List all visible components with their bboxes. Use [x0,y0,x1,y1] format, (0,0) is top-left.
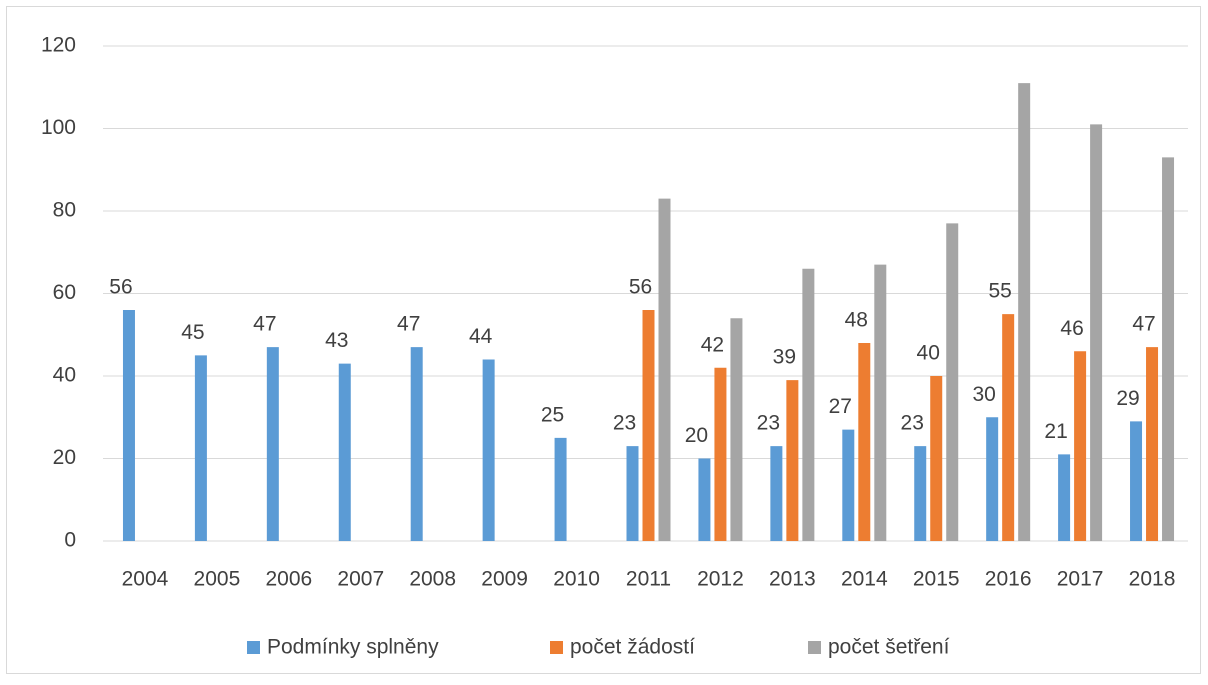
data-label: 25 [541,403,564,426]
bar [658,198,671,541]
y-tick-label: 60 [53,281,76,304]
bar [770,446,783,541]
data-label: 47 [397,313,420,336]
x-tick-label: 2016 [985,568,1032,591]
bar [122,310,135,541]
legend-swatch [247,641,260,654]
x-tick-label: 2008 [409,568,456,591]
data-label: 46 [1060,317,1083,340]
bar [1162,157,1175,541]
data-label: 29 [1116,387,1139,410]
y-tick-label: 100 [41,116,76,139]
bar [1146,347,1159,541]
bar [626,446,639,541]
legend-label: Podmínky splněny [267,636,439,659]
bar [946,223,959,541]
data-label: 27 [829,395,852,418]
bar [914,446,927,541]
x-tick-label: 2009 [481,568,528,591]
bar [786,380,799,541]
data-label: 47 [253,313,276,336]
x-tick-label: 2012 [697,568,744,591]
bar [338,363,351,541]
bar [1018,83,1031,541]
y-tick-label: 40 [53,364,76,387]
x-tick-label: 2006 [265,568,312,591]
data-label: 21 [1044,420,1067,443]
data-label: 47 [1132,313,1155,336]
bar [642,310,655,541]
y-tick-label: 120 [41,34,76,57]
data-label: 23 [613,412,636,435]
data-label: 23 [757,412,780,435]
x-tick-label: 2018 [1129,568,1176,591]
x-tick-label: 2010 [553,568,600,591]
bar [410,347,423,541]
x-tick-label: 2017 [1057,568,1104,591]
data-label: 30 [972,383,995,406]
bar [266,347,279,541]
bar [858,343,871,541]
legend-label: počet žádostí [570,636,695,659]
data-label: 42 [701,333,724,356]
legend-swatch [808,641,821,654]
bar [714,367,727,541]
data-label: 44 [469,325,493,348]
bar [842,429,855,541]
bar [874,264,887,541]
x-tick-label: 2005 [194,568,241,591]
x-tick-label: 2011 [626,568,671,591]
bar [730,318,743,541]
y-tick-label: 20 [53,446,76,469]
bar [1090,124,1103,541]
data-label: 43 [325,329,348,352]
legend-swatch [550,641,563,654]
chart-border [6,6,1201,674]
bar [554,437,567,541]
bar [194,355,207,541]
bar [802,268,815,541]
data-label: 20 [685,424,708,447]
x-tick-label: 2007 [337,568,384,591]
legend-label: počet šetření [828,636,950,659]
x-tick-label: 2015 [913,568,960,591]
data-label: 48 [845,309,868,332]
bar [930,376,943,541]
data-label: 40 [917,342,940,365]
x-tick-label: 2004 [122,568,169,591]
data-label: 23 [901,412,924,435]
x-tick-label: 2014 [841,568,888,591]
bar [1002,314,1015,541]
y-tick-label: 80 [53,199,76,222]
data-label: 55 [988,280,1011,303]
data-label: 39 [773,346,796,369]
data-label: 56 [109,276,132,299]
bar [1074,351,1087,541]
bar [1058,454,1071,541]
bar [1130,421,1143,541]
x-tick-label: 2013 [769,568,816,591]
bar [986,417,999,541]
data-label: 45 [181,321,204,344]
data-label: 56 [629,276,652,299]
bar [482,359,495,541]
bar [698,458,711,541]
y-tick-label: 0 [64,529,76,552]
